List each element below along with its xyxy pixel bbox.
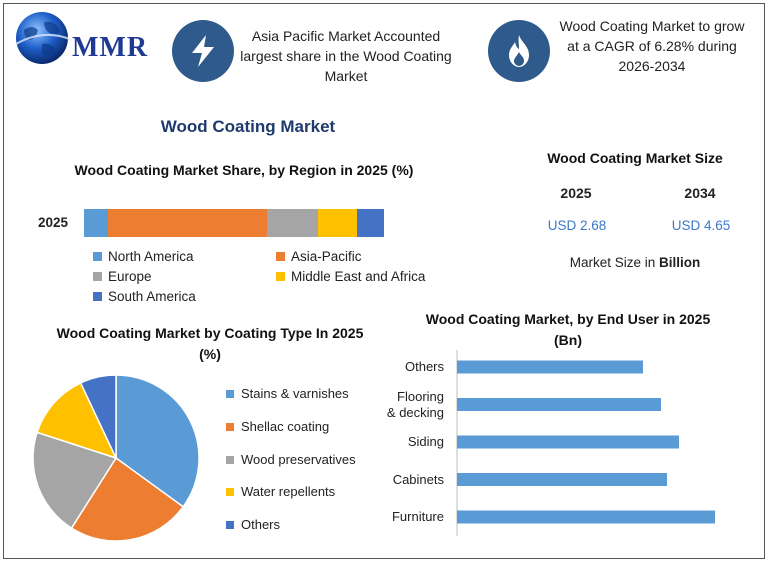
- end-user-category-labels: Others Flooring & decking Siding Cabinets Fur…: [350, 350, 444, 536]
- pie-slice-shellac-coating: [70, 456, 185, 542]
- region-segment-north-america: [84, 209, 108, 237]
- legend-item-wood-preservatives: Wood preservatives: [226, 452, 376, 467]
- unit-note-prefix: Market Size in: [569, 255, 660, 270]
- category-label-siding: Siding: [407, 434, 444, 449]
- legend-swatch: [93, 272, 102, 281]
- end-user-chart-title: Wood Coating Market, by End User in 2025…: [425, 311, 711, 348]
- legend-swatch: [276, 272, 285, 281]
- legend-swatch: [226, 520, 234, 529]
- infographic-frame: [3, 3, 765, 559]
- region-segment-europe: [267, 209, 318, 237]
- globe-icon: [15, 12, 73, 64]
- bar-flooring-decking: [457, 398, 661, 411]
- legend-item-south-america: South America: [93, 289, 273, 304]
- category-label-others: Others: [404, 359, 444, 374]
- legend-item-asia-pacific: Asia-Pacific: [276, 249, 456, 264]
- bar-others: [457, 360, 643, 374]
- legend-swatch: [93, 292, 102, 301]
- market-size-title: Wood Coating Market Size: [547, 150, 723, 166]
- legend-item-europe: Europe: [93, 269, 273, 284]
- legend-swatch: [93, 252, 102, 261]
- legend-label: South America: [108, 289, 196, 304]
- page-title: Wood Coating Market: [160, 117, 336, 136]
- category-label-flooring-decking: Flooring & decking: [386, 388, 444, 420]
- region-category-label: 2025: [38, 215, 69, 230]
- bar-furniture: [457, 510, 715, 524]
- legend-item-north-america: North America: [93, 249, 273, 264]
- pie-slice-wood-preservatives: [32, 431, 118, 530]
- coating-type-pie: [32, 374, 200, 542]
- pie-slice-others: [79, 374, 117, 459]
- legend-swatch: [226, 487, 234, 496]
- coating-type-chart-title: Wood Coating Market by Coating Type In 2…: [56, 325, 364, 362]
- flame-icon: [488, 20, 550, 82]
- bar-cabinets: [457, 473, 667, 486]
- region-stacked-bar: [84, 209, 384, 237]
- market-size-unit-note: Market Size in Billion: [540, 255, 730, 270]
- legend-label: Asia-Pacific: [291, 249, 362, 264]
- legend-item-stains-varnishes: Stains & varnishes: [226, 386, 376, 401]
- end-user-bar-chart: [456, 350, 715, 536]
- unit-note-unit: Billion: [659, 255, 701, 270]
- bar-siding: [457, 435, 679, 449]
- pie-slice-stains-varnishes: [115, 374, 200, 508]
- region-segment-south-america: [357, 209, 384, 237]
- market-size-year-2025: 2025: [560, 185, 592, 201]
- pie-slice-water-repellents: [36, 381, 118, 460]
- market-size-value-2034: USD 4.65: [671, 218, 731, 233]
- region-chart-title: Wood Coating Market Share, by Region in …: [74, 162, 414, 178]
- legend-label: Europe: [108, 269, 152, 284]
- legend-swatch: [226, 455, 234, 464]
- legend-label: North America: [108, 249, 194, 264]
- region-segment-middle-east-and-africa: [318, 209, 357, 237]
- legend-label: Wood preservatives: [241, 452, 356, 467]
- legend-label: Stains & varnishes: [241, 386, 349, 401]
- info-text-region: Asia Pacific Market Accounted largest sh…: [240, 28, 452, 84]
- legend-swatch: [276, 252, 285, 261]
- lightning-icon: [172, 20, 234, 82]
- legend-label: Middle East and Africa: [291, 269, 426, 284]
- legend-item-middle-east-africa: Middle East and Africa: [276, 269, 456, 284]
- market-size-year-2034: 2034: [684, 185, 716, 201]
- legend-swatch: [226, 422, 234, 431]
- category-label-furniture: Furniture: [391, 509, 444, 524]
- legend-item-others: Others: [226, 517, 376, 532]
- legend-label: Others: [241, 517, 281, 532]
- legend-item-water-repellents: Water repellents: [226, 484, 376, 499]
- legend-label: Shellac coating: [241, 419, 330, 434]
- info-text-cagr: Wood Coating Market to grow at a CAGR of…: [559, 18, 745, 74]
- legend-label: Water repellents: [241, 484, 336, 499]
- mmr-logo: MMR: [14, 10, 164, 66]
- logo-text: MMR: [72, 32, 149, 63]
- legend-swatch: [226, 389, 234, 398]
- category-label-cabinets: Cabinets: [392, 471, 444, 487]
- region-segment-asia-pacific: [108, 209, 267, 237]
- market-size-value-2025: USD 2.68: [547, 218, 607, 233]
- legend-item-shellac-coating: Shellac coating: [226, 419, 376, 434]
